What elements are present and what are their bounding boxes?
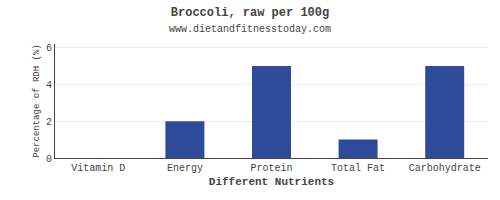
svg-text:Carbohydrate: Carbohydrate <box>409 163 481 174</box>
svg-text:Energy: Energy <box>167 163 203 174</box>
svg-text:Protein: Protein <box>250 163 292 174</box>
svg-text:Percentage of RDH (%): Percentage of RDH (%) <box>32 44 42 157</box>
svg-text:Different Nutrients: Different Nutrients <box>209 176 334 188</box>
svg-text:Vitamin D: Vitamin D <box>71 163 125 174</box>
svg-text:6: 6 <box>46 43 52 54</box>
svg-text:Total Fat: Total Fat <box>331 163 385 174</box>
svg-text:0: 0 <box>46 154 52 165</box>
svg-text:Broccoli, raw per 100gwww.diet: Broccoli, raw per 100gwww.dietandfitness… <box>169 6 331 35</box>
svg-text:2: 2 <box>46 117 52 128</box>
svg-text:4: 4 <box>46 80 52 91</box>
